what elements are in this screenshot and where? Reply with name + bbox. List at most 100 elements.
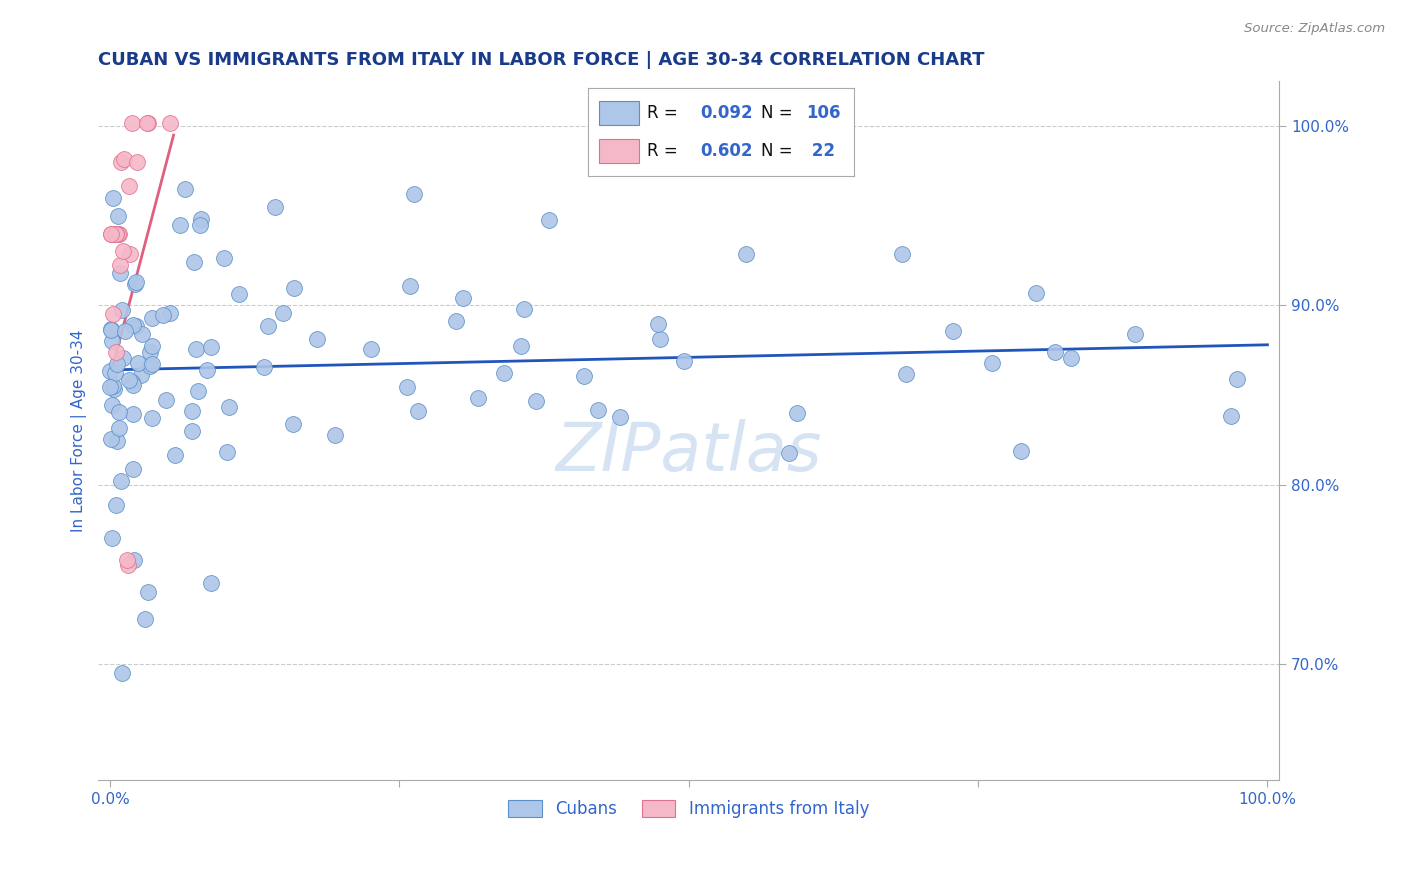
Point: [271, 305, 294, 319]
Point: [108, 227, 131, 241]
Point: [136, 585, 159, 599]
Point: [114, 152, 136, 166]
Point: [101, 532, 124, 546]
Point: [395, 380, 418, 394]
Point: [111, 303, 134, 318]
Point: [120, 247, 142, 261]
Point: [136, 115, 159, 129]
Point: [200, 576, 222, 591]
Point: [218, 401, 240, 415]
Point: [111, 351, 134, 365]
Point: [195, 363, 218, 377]
Point: [100, 227, 122, 241]
Point: [103, 382, 125, 396]
Point: [122, 318, 145, 332]
Point: [513, 301, 536, 316]
Point: [942, 325, 965, 339]
Text: CUBAN VS IMMIGRANTS FROM ITALY IN LABOR FORCE | AGE 30-34 CORRELATION CHART: CUBAN VS IMMIGRANTS FROM ITALY IN LABOR …: [98, 51, 984, 69]
Point: [896, 367, 918, 381]
Point: [509, 339, 531, 353]
Point: [122, 378, 145, 392]
Point: [228, 287, 250, 301]
Point: [467, 391, 489, 405]
Point: [141, 411, 163, 425]
Point: [406, 404, 429, 418]
Point: [215, 445, 238, 459]
Legend: Cubans, Immigrants from Italy: Cubans, Immigrants from Italy: [502, 793, 876, 824]
Point: [127, 155, 149, 169]
Point: [1025, 286, 1047, 301]
Point: [105, 434, 128, 449]
Point: [139, 344, 162, 359]
Point: [134, 612, 156, 626]
Point: [360, 343, 382, 357]
Point: [107, 405, 129, 419]
Point: [118, 373, 141, 387]
Point: [183, 255, 205, 269]
Point: [124, 277, 146, 292]
Point: [111, 665, 134, 680]
Point: [110, 155, 132, 169]
Point: [117, 553, 139, 567]
Point: [131, 326, 153, 341]
Y-axis label: In Labor Force | Age 30-34: In Labor Force | Age 30-34: [72, 329, 87, 532]
Point: [107, 227, 129, 241]
Point: [103, 191, 125, 205]
Point: [121, 375, 143, 389]
Point: [672, 353, 695, 368]
Point: [108, 421, 131, 435]
Point: [778, 446, 800, 460]
Point: [307, 332, 329, 346]
Point: [112, 244, 135, 259]
Point: [283, 281, 305, 295]
Point: [101, 378, 124, 392]
Point: [524, 393, 547, 408]
Point: [159, 305, 181, 319]
Point: [136, 115, 159, 129]
Point: [152, 308, 174, 322]
Point: [174, 182, 197, 196]
Point: [1010, 443, 1032, 458]
Point: [121, 407, 143, 421]
Point: [891, 247, 914, 261]
Point: [124, 553, 146, 567]
Point: [117, 178, 139, 193]
Point: [169, 218, 191, 232]
Point: [444, 314, 467, 328]
Point: [114, 324, 136, 338]
Point: [647, 318, 669, 332]
Point: [121, 461, 143, 475]
Point: [190, 212, 212, 227]
Point: [155, 393, 177, 408]
Point: [180, 424, 202, 438]
Point: [1123, 326, 1146, 341]
Point: [1060, 351, 1083, 366]
Point: [141, 357, 163, 371]
Text: Source: ZipAtlas.com: Source: ZipAtlas.com: [1244, 22, 1385, 36]
Point: [100, 322, 122, 336]
Point: [283, 417, 305, 431]
Point: [492, 366, 515, 380]
Point: [181, 404, 204, 418]
Point: [98, 379, 121, 393]
Point: [105, 227, 128, 241]
Point: [141, 339, 163, 353]
Point: [981, 356, 1004, 370]
Point: [100, 323, 122, 337]
Point: [98, 364, 121, 378]
Point: [572, 368, 595, 383]
Text: ZIPatlas: ZIPatlas: [555, 418, 823, 484]
Point: [1226, 372, 1249, 386]
Point: [100, 432, 122, 446]
Point: [586, 403, 609, 417]
Point: [124, 319, 146, 334]
Point: [188, 218, 211, 232]
Point: [212, 251, 235, 265]
Point: [141, 311, 163, 326]
Point: [398, 279, 420, 293]
Point: [104, 366, 127, 380]
Point: [101, 307, 124, 321]
Point: [129, 368, 152, 382]
Point: [108, 258, 131, 272]
Point: [100, 398, 122, 412]
